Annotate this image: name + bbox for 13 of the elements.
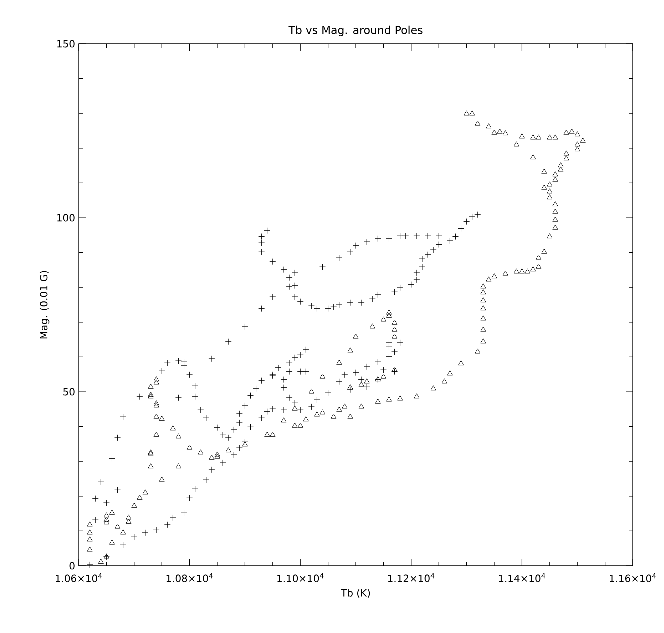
- y-tick-label: 0: [70, 562, 75, 570]
- x-tick-label: 1.12×10$^{4}$: [388, 574, 435, 582]
- x-tick-label: 1.16×10$^{4}$: [610, 574, 656, 582]
- x-axis-title: Tb (K): [341, 589, 370, 598]
- y-tick-label: 100: [58, 214, 75, 222]
- x-tick-label: 1.14×10$^{4}$: [499, 574, 546, 582]
- x-tick-label: 1.08×10$^{4}$: [166, 574, 213, 582]
- y-tick-label: 50: [64, 388, 75, 396]
- y-axis-title: Mag. (0.01 G): [40, 271, 50, 339]
- y-tick-label: 150: [58, 40, 75, 48]
- x-tick-label: 1.06×10$^{4}$: [56, 574, 102, 582]
- x-tick-label: 1.10×10$^{4}$: [278, 574, 324, 582]
- chart-title: Tb vs Mag. around Poles: [288, 26, 423, 36]
